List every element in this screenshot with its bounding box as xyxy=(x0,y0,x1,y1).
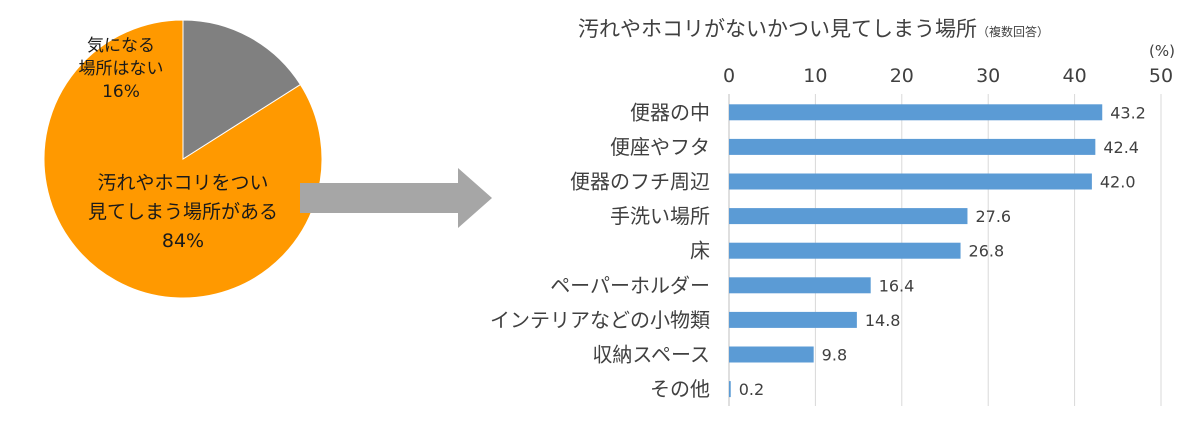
pie-label-line: 気になる xyxy=(87,36,155,56)
bar xyxy=(729,346,814,363)
category-label: 便座やフタ xyxy=(610,135,710,159)
bar xyxy=(729,277,871,294)
x-tick-label: 40 xyxy=(1063,65,1087,87)
x-tick-label: 50 xyxy=(1149,65,1173,87)
pie-label-1: 気になる場所はない 16% xyxy=(79,36,164,102)
x-tick-label: 30 xyxy=(976,65,1000,87)
category-label: 手洗い場所 xyxy=(610,204,710,228)
category-label: インテリアなどの小物類 xyxy=(490,308,710,332)
bar xyxy=(729,242,961,259)
chart-title: 汚れやホコリがないかつい見てしまう場所（複数回答） xyxy=(578,17,1049,41)
x-tick-label: 20 xyxy=(890,65,914,87)
category-label: 便器の中 xyxy=(630,100,710,124)
x-tick-label: 0 xyxy=(723,65,735,87)
value-label: 42.4 xyxy=(1103,138,1139,157)
unit-label: (%) xyxy=(1149,42,1175,60)
value-label: 9.8 xyxy=(822,346,847,365)
chart-subtitle: （複数回答） xyxy=(977,24,1049,39)
category-label: 床 xyxy=(690,239,710,263)
pie-value-label: 84% xyxy=(162,230,204,252)
pie-label-line: 汚れやホコリをつい xyxy=(97,172,268,194)
pie-label-line: 場所はない xyxy=(79,59,164,79)
category-label: 便器のフチ周辺 xyxy=(570,170,710,194)
value-label: 14.8 xyxy=(865,311,901,330)
bar xyxy=(729,311,857,328)
value-label: 42.0 xyxy=(1100,173,1136,192)
category-label: ペーパーホルダー xyxy=(550,273,710,297)
x-tick-label: 10 xyxy=(803,65,827,87)
bar xyxy=(729,104,1103,121)
bar xyxy=(729,381,731,398)
value-label: 43.2 xyxy=(1110,103,1146,122)
bar xyxy=(729,208,968,225)
arrow-right-icon xyxy=(300,168,492,228)
pie-label-line: 見てしまう場所がある xyxy=(88,201,278,223)
chart-title-main: 汚れやホコリがないかつい見てしまう場所 xyxy=(578,17,977,41)
value-label: 0.2 xyxy=(739,380,764,399)
pie-slice-1 xyxy=(182,19,302,160)
category-label: 収納スペース xyxy=(592,343,710,367)
value-label: 26.8 xyxy=(969,242,1005,261)
pie-chart: 汚れやホコリをつい見てしまう場所がある 84% 気になる場所はない 16% xyxy=(43,19,323,299)
value-label: 16.4 xyxy=(879,276,915,295)
bar xyxy=(729,138,1096,155)
bar-chart: 汚れやホコリがないかつい見てしまう場所（複数回答） (%) 0 10 20 30 40 5… xyxy=(490,17,1175,406)
value-label: 27.6 xyxy=(975,207,1011,226)
category-label: その他 xyxy=(650,377,710,401)
pie-label-0: 汚れやホコリをつい見てしまう場所がある 84% xyxy=(88,172,278,252)
pie-value-label: 16% xyxy=(102,82,140,102)
bar xyxy=(729,173,1092,190)
